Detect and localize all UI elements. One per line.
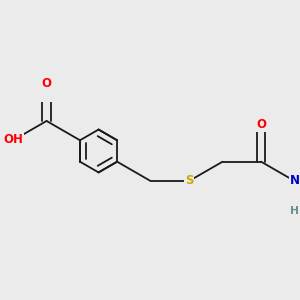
Text: H: H	[290, 206, 299, 216]
Text: S: S	[185, 175, 194, 188]
Text: N: N	[290, 175, 299, 188]
Text: O: O	[256, 118, 266, 131]
Text: OH: OH	[3, 133, 23, 146]
Text: O: O	[42, 77, 52, 90]
